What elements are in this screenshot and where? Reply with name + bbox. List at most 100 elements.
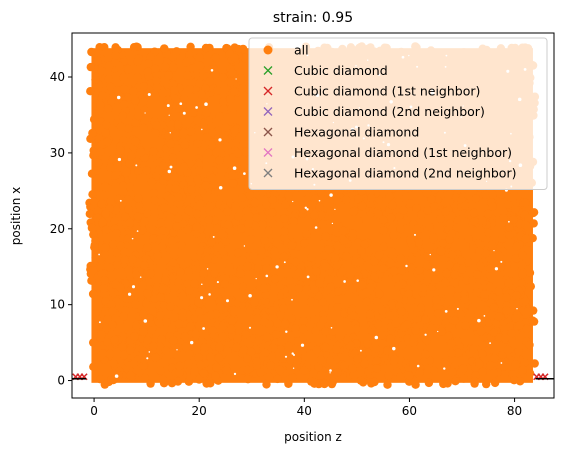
- all-point: [213, 146, 223, 156]
- all-point: [440, 278, 450, 287]
- legend-marker: [263, 168, 273, 178]
- all-point: [208, 128, 217, 138]
- cloud-gap: [483, 315, 486, 317]
- all-point: [208, 173, 217, 183]
- all-point: [119, 350, 129, 360]
- all-point: [446, 285, 456, 295]
- all-point: [321, 262, 330, 271]
- all-point: [149, 189, 159, 198]
- all-point: [299, 324, 308, 334]
- all-point: [242, 206, 251, 215]
- all-point: [469, 208, 479, 218]
- cloud-gap: [493, 249, 495, 252]
- all-point: [199, 369, 209, 378]
- all-point: [318, 297, 327, 307]
- all-point: [116, 283, 125, 292]
- all-point: [140, 217, 149, 226]
- all-point: [414, 238, 424, 247]
- all-point: [276, 337, 286, 346]
- all-point: [270, 274, 280, 284]
- all-point: [406, 263, 415, 272]
- all-point: [185, 115, 194, 124]
- all-point: [96, 100, 105, 110]
- all-point: [403, 320, 412, 329]
- all-point: [464, 257, 473, 267]
- all-point: [436, 214, 445, 223]
- cloud-gap: [136, 230, 139, 232]
- all-point: [139, 327, 148, 336]
- all-point: [200, 343, 209, 352]
- cloud-gap: [329, 372, 331, 374]
- all-point: [201, 43, 211, 53]
- cloud-gap: [208, 293, 211, 296]
- all-point: [175, 361, 184, 371]
- all-point: [302, 229, 311, 239]
- all-point: [342, 251, 351, 261]
- all-point: [190, 279, 199, 288]
- all-point: [214, 353, 224, 363]
- all-point: [386, 334, 395, 344]
- all-point: [119, 312, 128, 321]
- cloud-gap: [201, 283, 203, 285]
- all-point: [260, 348, 270, 357]
- all-point: [327, 379, 337, 389]
- all-point: [526, 282, 535, 291]
- all-point: [427, 323, 436, 333]
- all-point: [230, 87, 239, 96]
- all-point: [260, 236, 269, 245]
- all-point: [387, 247, 397, 257]
- cloud-gap: [291, 352, 294, 355]
- all-point: [157, 242, 167, 251]
- cloud-gap: [330, 327, 333, 329]
- all-point: [85, 209, 95, 219]
- all-point: [415, 368, 424, 377]
- legend-marker: [263, 86, 273, 96]
- all-point: [174, 278, 183, 287]
- all-point: [226, 94, 235, 104]
- all-point: [185, 349, 194, 359]
- cloud-gap: [500, 362, 503, 364]
- all-point: [318, 219, 327, 229]
- all-point: [444, 331, 453, 341]
- all-point: [362, 297, 371, 306]
- all-point: [144, 59, 153, 68]
- all-point: [517, 279, 526, 288]
- cloud-gap: [331, 222, 334, 225]
- all-point: [250, 198, 260, 208]
- all-point: [97, 66, 106, 76]
- all-point: [279, 304, 288, 313]
- all-point: [421, 350, 430, 359]
- all-point: [459, 374, 468, 383]
- all-point: [183, 70, 192, 80]
- all-point: [163, 172, 172, 181]
- all-point: [489, 303, 499, 312]
- all-point: [118, 181, 128, 191]
- all-point: [181, 342, 191, 352]
- all-point: [227, 68, 237, 78]
- all-point: [106, 82, 115, 92]
- all-point: [291, 257, 300, 267]
- all-point: [93, 56, 103, 66]
- all-point: [229, 179, 238, 188]
- all-point: [172, 222, 181, 231]
- legend-box: [248, 37, 548, 190]
- all-point: [310, 379, 319, 388]
- all-point: [387, 300, 396, 309]
- all-point: [450, 270, 459, 280]
- all-point: [178, 291, 187, 301]
- cloud-gap: [359, 349, 362, 352]
- all-point: [139, 123, 148, 133]
- all-point: [233, 248, 243, 258]
- all-point: [319, 315, 328, 324]
- all-point: [280, 214, 289, 223]
- all-point: [169, 336, 178, 345]
- all-point: [280, 227, 289, 236]
- all-point: [498, 350, 507, 359]
- all-point: [158, 226, 168, 235]
- all-point: [87, 47, 96, 57]
- plot-frame: [71, 32, 555, 399]
- all-point: [372, 364, 381, 373]
- all-point: [170, 85, 179, 95]
- cloud-gap: [300, 343, 305, 347]
- all-point: [259, 283, 269, 293]
